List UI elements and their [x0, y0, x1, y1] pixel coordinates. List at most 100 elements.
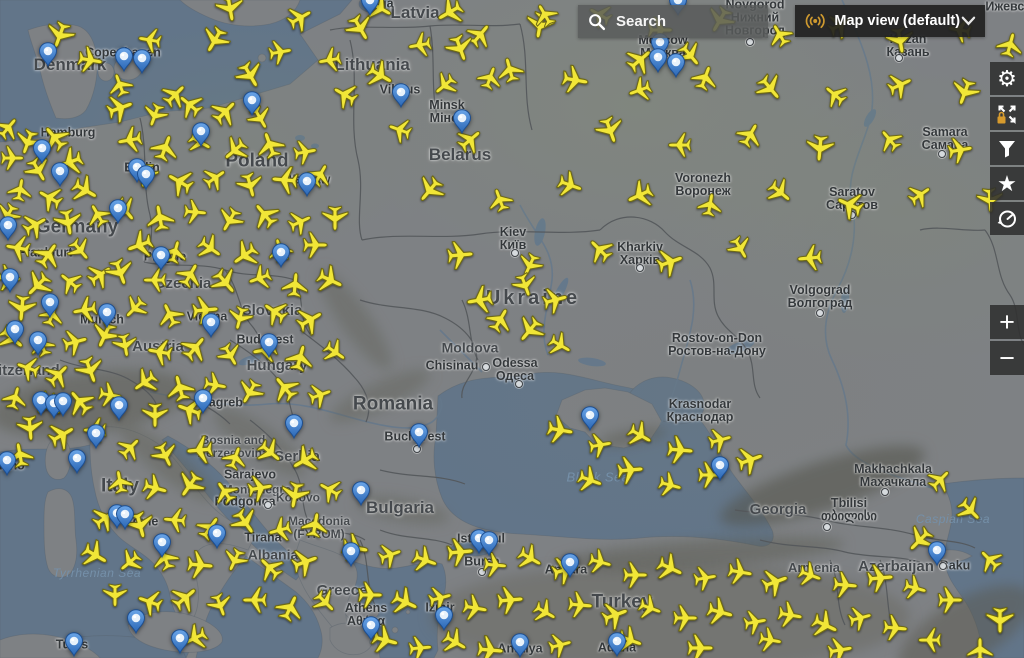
location-pin[interactable]: [928, 541, 946, 566]
lock-icon: [997, 111, 1006, 123]
location-pin[interactable]: [137, 165, 155, 190]
city-marker-dot: [482, 363, 490, 371]
location-pin[interactable]: [1, 268, 19, 293]
funnel-icon: [999, 140, 1015, 157]
map-view-label: Map view (default): [834, 13, 961, 29]
search-bar[interactable]: [578, 5, 768, 38]
city-label: Ижевск: [985, 0, 1024, 14]
location-pin[interactable]: [243, 91, 261, 116]
bornholm-island: [257, 53, 267, 63]
city-marker-dot: [881, 488, 889, 496]
location-pin[interactable]: [115, 47, 133, 72]
city-marker-dot: [938, 150, 946, 158]
city-label: Tbilisi თბილისი: [821, 495, 877, 523]
history-clock-icon: [997, 210, 1016, 227]
country-label: Bosnia and Herzegovina: [197, 433, 269, 460]
location-pin[interactable]: [39, 42, 57, 67]
location-pin[interactable]: [98, 303, 116, 328]
zoom-out-button[interactable]: −: [990, 341, 1024, 375]
location-pin[interactable]: [171, 629, 189, 654]
aegean-island: [391, 626, 399, 634]
location-pin[interactable]: [87, 424, 105, 449]
location-pin[interactable]: [41, 293, 59, 318]
location-pin[interactable]: [352, 481, 370, 506]
city-label: Kiev Київ: [499, 224, 527, 252]
city-marker-dot: [939, 562, 947, 570]
location-pin[interactable]: [298, 172, 316, 197]
expand-icon: [997, 104, 1016, 124]
location-pin[interactable]: [480, 531, 498, 556]
location-pin[interactable]: [33, 139, 51, 164]
location-pin[interactable]: [272, 243, 290, 268]
baku-peninsula: [937, 549, 973, 563]
location-pin[interactable]: [208, 524, 226, 549]
location-pin[interactable]: [561, 553, 579, 578]
location-pin[interactable]: [109, 199, 127, 224]
city-marker-dot: [511, 249, 519, 257]
location-pin[interactable]: [133, 49, 151, 74]
playback-button[interactable]: [990, 202, 1024, 235]
location-pin[interactable]: [152, 246, 170, 271]
location-pin[interactable]: [0, 451, 16, 476]
location-pin[interactable]: [435, 606, 453, 631]
location-pin[interactable]: [361, 0, 379, 16]
city-label: Voronezh Воронеж: [674, 170, 732, 198]
country-label: Latvia: [390, 2, 440, 22]
location-pin[interactable]: [65, 632, 83, 657]
location-pin[interactable]: [453, 109, 471, 134]
location-pin[interactable]: [68, 449, 86, 474]
location-pin[interactable]: [51, 162, 69, 187]
city-label: Chisinau: [425, 358, 479, 373]
location-pin[interactable]: [110, 396, 128, 421]
dnieper-river: [519, 204, 554, 356]
country-label: Georgia: [749, 500, 807, 518]
location-pin[interactable]: [362, 616, 380, 641]
location-pin[interactable]: [410, 423, 428, 448]
peloponnese: [329, 622, 374, 656]
search-input[interactable]: [614, 12, 760, 31]
location-pin[interactable]: [581, 406, 599, 431]
city-marker-dot: [636, 264, 644, 272]
city-marker-dot: [515, 380, 523, 388]
gear-icon: ⚙: [997, 65, 1017, 91]
location-pin[interactable]: [649, 48, 667, 73]
location-pin[interactable]: [192, 122, 210, 147]
location-pin[interactable]: [342, 542, 360, 567]
location-pin[interactable]: [667, 53, 685, 78]
location-pin[interactable]: [6, 320, 24, 345]
location-pin[interactable]: [392, 83, 410, 108]
location-pin[interactable]: [116, 505, 134, 530]
location-pin[interactable]: [202, 313, 220, 338]
broadcast-icon: [805, 13, 825, 29]
location-pin[interactable]: [711, 456, 729, 481]
right-toolbar: ⚙ ★: [990, 62, 1024, 235]
city-label: Kharkiv Харків: [617, 239, 663, 267]
location-pin[interactable]: [511, 633, 529, 658]
location-pin[interactable]: [260, 333, 278, 358]
city-marker-dot: [746, 38, 754, 46]
city-marker-dot: [413, 445, 421, 453]
filter-button[interactable]: [990, 132, 1024, 165]
sea-label: Tyrrhenian Sea: [52, 566, 142, 580]
location-pin[interactable]: [29, 331, 47, 356]
location-pin[interactable]: [127, 609, 145, 634]
zoom-in-button[interactable]: +: [990, 305, 1024, 339]
star-icon: ★: [997, 170, 1017, 196]
sardinia-island: [43, 488, 78, 578]
danube-river: [149, 391, 443, 429]
settings-button[interactable]: ⚙: [990, 62, 1024, 95]
fullscreen-button[interactable]: [990, 97, 1024, 130]
map-view-selector[interactable]: Map view (default): [795, 5, 985, 37]
country-label: Romania: [352, 393, 434, 415]
location-pin[interactable]: [285, 414, 303, 439]
bookmark-button[interactable]: ★: [990, 167, 1024, 200]
chevron-down-icon: [961, 16, 976, 26]
city-marker-dot: [264, 501, 272, 509]
location-pin[interactable]: [194, 389, 212, 414]
sea-label: Caspian Sea: [915, 512, 991, 526]
city-label: Volgograd Волгоград: [787, 282, 853, 310]
location-pin[interactable]: [0, 216, 17, 241]
location-pin[interactable]: [608, 632, 626, 657]
location-pin[interactable]: [153, 533, 171, 558]
